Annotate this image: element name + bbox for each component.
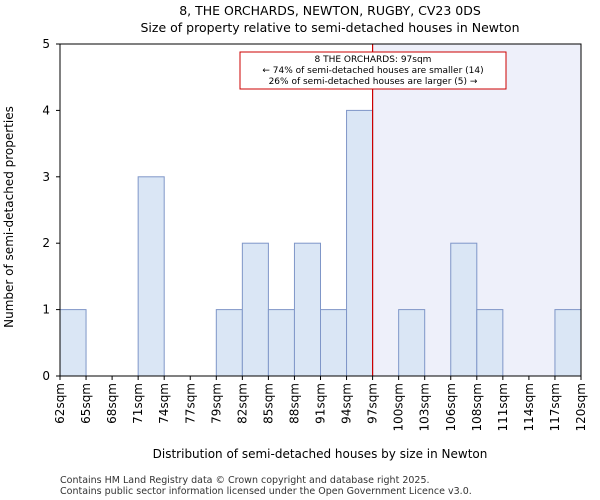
x-tick-label: 114sqm (522, 383, 536, 431)
annotation-line-3: 26% of semi-detached houses are larger (… (269, 77, 478, 87)
annotation-box (239, 51, 507, 90)
bar-82sqm (241, 242, 269, 377)
bars-group (59, 109, 582, 377)
x-tick-label: 108sqm (470, 383, 484, 431)
x-tick-label: 91sqm (314, 383, 328, 424)
x-tick-label: 100sqm (392, 383, 406, 431)
x-tick-label: 74sqm (157, 383, 171, 424)
bar-62sqm (59, 309, 87, 377)
y-tick-label: 4 (42, 103, 50, 117)
y-tick-label: 5 (42, 37, 50, 51)
x-tick-label: 82sqm (235, 383, 249, 424)
annotation-line-1: 8 THE ORCHARDS: 97sqm (315, 55, 432, 65)
x-tick-label: 103sqm (418, 383, 432, 431)
x-tick-label: 71sqm (131, 383, 145, 424)
bar-71sqm (137, 176, 165, 377)
bar-85sqm (267, 309, 295, 377)
x-tick-label: 111sqm (496, 383, 510, 431)
x-tick-label: 117sqm (548, 383, 562, 431)
x-tick-label: 106sqm (444, 383, 458, 431)
bar-94sqm (346, 109, 374, 377)
chart-title: 8, THE ORCHARDS, NEWTON, RUGBY, CV23 0DS (179, 3, 481, 18)
bar-88sqm (293, 242, 322, 377)
bar-100sqm (398, 309, 426, 377)
x-tick-label: 65sqm (79, 383, 93, 424)
bar-91sqm (320, 309, 348, 377)
x-tick-label: 97sqm (366, 383, 380, 424)
y-tick-label: 3 (42, 170, 50, 184)
y-tick-label: 0 (42, 369, 50, 383)
y-tick-label: 1 (42, 303, 50, 317)
footer-line-1: Contains HM Land Registry data © Crown c… (60, 475, 430, 486)
x-axis-ticks: 62sqm 65sqm 68sqm 71sqm 74sqm 77sqm 79sqm 82sqm… (53, 376, 588, 431)
x-tick-label: 62sqm (53, 383, 67, 424)
x-tick-label: 88sqm (287, 383, 301, 424)
x-tick-label: 68sqm (105, 383, 119, 424)
x-tick-label: 85sqm (261, 383, 275, 424)
bar-106sqm (450, 242, 478, 377)
x-tick-label: 79sqm (209, 383, 223, 424)
bar-108sqm (476, 309, 504, 377)
bar-79sqm (215, 309, 243, 377)
x-tick-label: 77sqm (183, 383, 197, 424)
y-tick-label: 2 (42, 236, 50, 250)
y-axis-label: Number of semi-detached properties (2, 106, 16, 328)
y-axis-ticks: 0 1 2 3 4 5 (42, 37, 60, 383)
footer-line-2: Contains public sector information licen… (60, 486, 472, 497)
x-tick-label: 120sqm (574, 383, 588, 431)
bar-117sqm (554, 309, 582, 377)
chart-subtitle: Size of property relative to semi-detach… (140, 20, 519, 35)
x-axis-label: Distribution of semi-detached houses by … (153, 447, 488, 461)
annotation-line-2: ← 74% of semi-detached houses are smalle… (262, 66, 483, 76)
x-tick-label: 94sqm (340, 383, 354, 424)
